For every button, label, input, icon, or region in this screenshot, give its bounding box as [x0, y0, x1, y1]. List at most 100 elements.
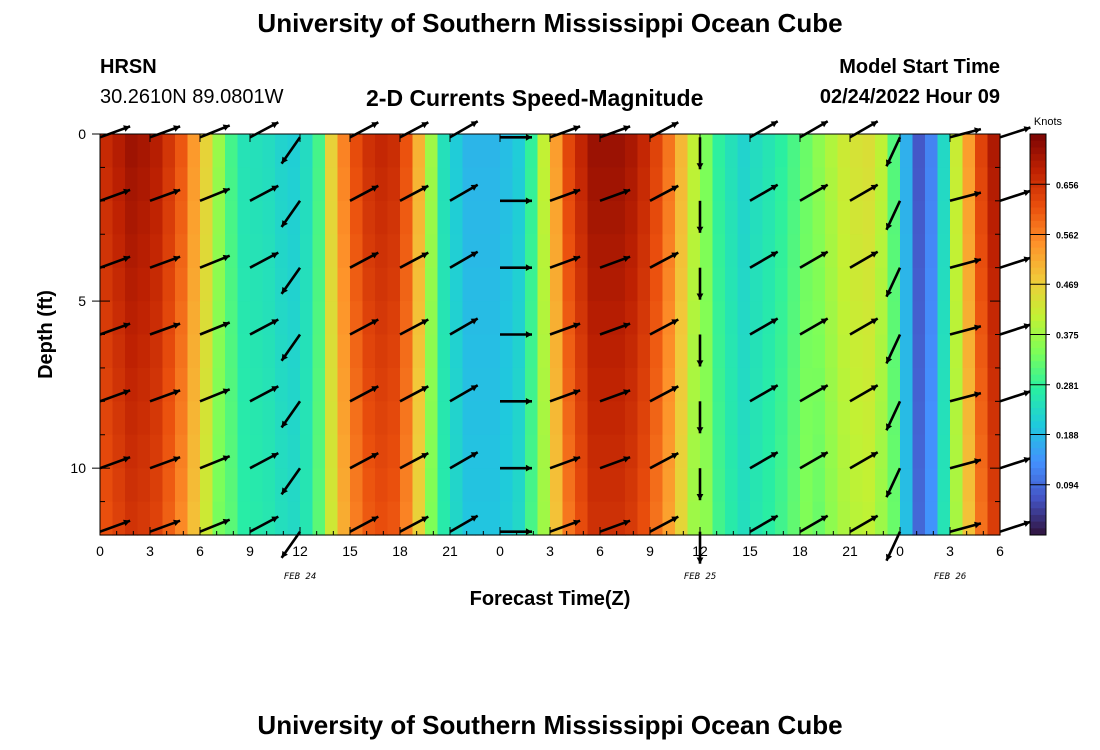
heatmap-cell	[850, 301, 864, 336]
current-arrowhead	[470, 385, 478, 392]
heatmap-cell	[537, 234, 551, 269]
heatmap-cell	[100, 301, 114, 336]
current-arrowhead	[1023, 323, 1031, 330]
heatmap-cell	[725, 501, 739, 536]
colorbar-segment	[1030, 134, 1046, 142]
heatmap-cell	[375, 434, 389, 469]
heatmap-cell	[387, 134, 401, 169]
heatmap-cell	[962, 468, 976, 503]
current-arrowhead	[421, 252, 429, 259]
heatmap-cell	[925, 301, 939, 336]
current-arrowhead	[886, 423, 893, 431]
heatmap-cell	[237, 200, 251, 235]
heatmap-cell	[712, 501, 726, 536]
colorbar-segment	[1030, 521, 1046, 529]
heatmap-cell	[900, 468, 914, 503]
heatmap-cell	[862, 434, 876, 469]
heatmap-cell	[262, 267, 276, 302]
heatmap-cell	[850, 167, 864, 202]
heatmap-cell	[800, 367, 814, 402]
heatmap-cell	[875, 200, 889, 235]
heatmap-cell	[425, 468, 439, 503]
heatmap-cell	[575, 334, 589, 369]
heatmap-cell	[575, 134, 589, 169]
heatmap-cell	[762, 167, 776, 202]
x-tick-label: 3	[146, 543, 154, 559]
heatmap-cell	[475, 234, 489, 269]
heatmap-cell	[137, 468, 151, 503]
heatmap-cell	[200, 301, 214, 336]
heatmap-cell	[100, 167, 114, 202]
heatmap-cell	[662, 200, 676, 235]
heatmap-cell	[487, 501, 501, 536]
heatmap-cell	[662, 468, 676, 503]
heatmap-cell	[687, 367, 701, 402]
current-arrowhead	[470, 184, 478, 191]
current-arrowhead	[525, 134, 532, 141]
colorbar-segment	[1030, 394, 1046, 402]
heatmap-cell	[512, 434, 526, 469]
heatmap-cell	[287, 167, 301, 202]
heatmap-cell	[537, 200, 551, 235]
heatmap-cell	[162, 468, 176, 503]
current-arrowhead	[974, 257, 981, 265]
heatmap-cell	[512, 334, 526, 369]
heatmap-cell	[800, 267, 814, 302]
heatmap-cell	[650, 367, 664, 402]
heatmap-cell	[812, 367, 826, 402]
heatmap-cell	[975, 301, 989, 336]
current-arrowhead	[421, 516, 429, 523]
heatmap-cell	[812, 234, 826, 269]
heatmap-cell	[800, 234, 814, 269]
colorbar-segment	[1030, 361, 1046, 369]
heatmap-cell	[700, 334, 714, 369]
heatmap-cell	[450, 334, 464, 369]
colorbar-segment	[1030, 220, 1046, 229]
heatmap-cell	[262, 367, 276, 402]
heatmap-cell	[687, 468, 701, 503]
heatmap-cell	[575, 434, 589, 469]
heatmap-cell	[612, 501, 626, 536]
current-arrowhead	[525, 528, 532, 535]
heatmap-cell	[550, 234, 564, 269]
heatmap-cell	[237, 367, 251, 402]
heatmap-cell	[375, 200, 389, 235]
heatmap-cell	[125, 401, 139, 436]
heatmap-cell	[337, 234, 351, 269]
current-arrowhead	[271, 252, 279, 259]
heatmap-cell	[550, 367, 564, 402]
heatmap-cell	[587, 468, 601, 503]
heatmap-cell	[675, 267, 689, 302]
current-arrowhead	[696, 293, 704, 300]
heatmap-cell	[625, 401, 639, 436]
colorbar-segment	[1030, 321, 1046, 329]
heatmap-cell	[937, 167, 951, 202]
heatmap-cell	[375, 167, 389, 202]
heatmap-cell	[475, 434, 489, 469]
heatmap-cell	[437, 200, 451, 235]
heatmap-cell	[875, 334, 889, 369]
heatmap-cell	[675, 301, 689, 336]
heatmap-cell	[375, 301, 389, 336]
heatmap-cell	[587, 167, 601, 202]
current-arrowhead	[671, 122, 679, 129]
heatmap-cell	[437, 334, 451, 369]
heatmap-cell	[362, 468, 376, 503]
heatmap-cell	[475, 468, 489, 503]
heatmap-cell	[650, 401, 664, 436]
current-arrowhead	[371, 453, 379, 459]
heatmap-cell	[987, 134, 1001, 169]
current-arrowhead	[470, 318, 478, 325]
heatmap-cell	[962, 234, 976, 269]
current-arrowhead	[671, 516, 679, 523]
heatmap-cell	[562, 267, 576, 302]
colorbar-segment	[1030, 448, 1046, 456]
current-arrowhead	[770, 121, 778, 128]
heatmap-cell	[675, 367, 689, 402]
heatmap-cell	[725, 267, 739, 302]
heatmap-cell	[737, 468, 751, 503]
heatmap-cell	[137, 301, 151, 336]
heatmap-cell	[175, 434, 189, 469]
heatmap-cell	[262, 468, 276, 503]
colorbar-segment	[1030, 401, 1046, 409]
